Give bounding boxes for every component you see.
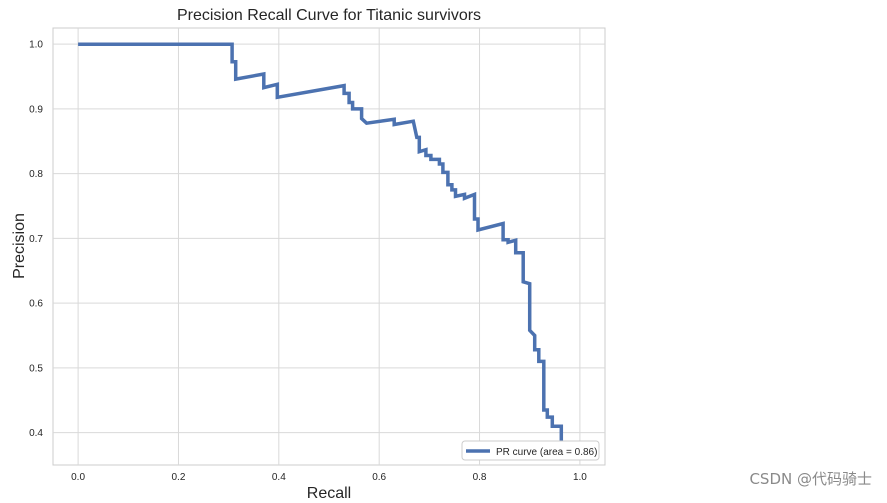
y-tick-label: 0.6 <box>29 299 43 310</box>
y-tick-labels: 0.4 0.5 0.6 0.7 0.8 0.9 1.0 <box>29 40 43 439</box>
y-tick-label: 0.8 <box>29 169 43 180</box>
x-tick-label: 0.2 <box>172 472 186 483</box>
series-layer <box>78 42 580 445</box>
x-tick-label: 0.0 <box>71 472 85 483</box>
chart-title: Precision Recall Curve for Titanic survi… <box>177 7 481 24</box>
y-tick-label: 0.4 <box>29 428 43 439</box>
x-tick-label: 0.4 <box>272 472 286 483</box>
y-tick-label: 0.5 <box>29 363 43 374</box>
plot-background <box>52 27 606 466</box>
x-tick-label: 0.8 <box>473 472 487 483</box>
x-tick-label: 0.6 <box>372 472 386 483</box>
x-axis-label: Recall <box>307 485 351 502</box>
legend: PR curve (area = 0.86) <box>461 440 600 461</box>
grid-lines <box>53 28 605 465</box>
y-axis-label: Precision <box>11 213 28 279</box>
watermark: CSDN @代码骑士 <box>749 470 872 488</box>
pr-curve-line <box>78 42 580 445</box>
legend-box <box>461 440 600 461</box>
legend-label: PR curve (area = 0.86) <box>496 447 597 458</box>
x-tick-label: 1.0 <box>573 472 587 483</box>
y-tick-label: 1.0 <box>29 40 43 51</box>
x-tick-labels: 0.0 0.2 0.4 0.6 0.8 1.0 <box>71 472 587 483</box>
y-tick-label: 0.7 <box>29 234 43 245</box>
y-tick-label: 0.9 <box>29 104 43 115</box>
